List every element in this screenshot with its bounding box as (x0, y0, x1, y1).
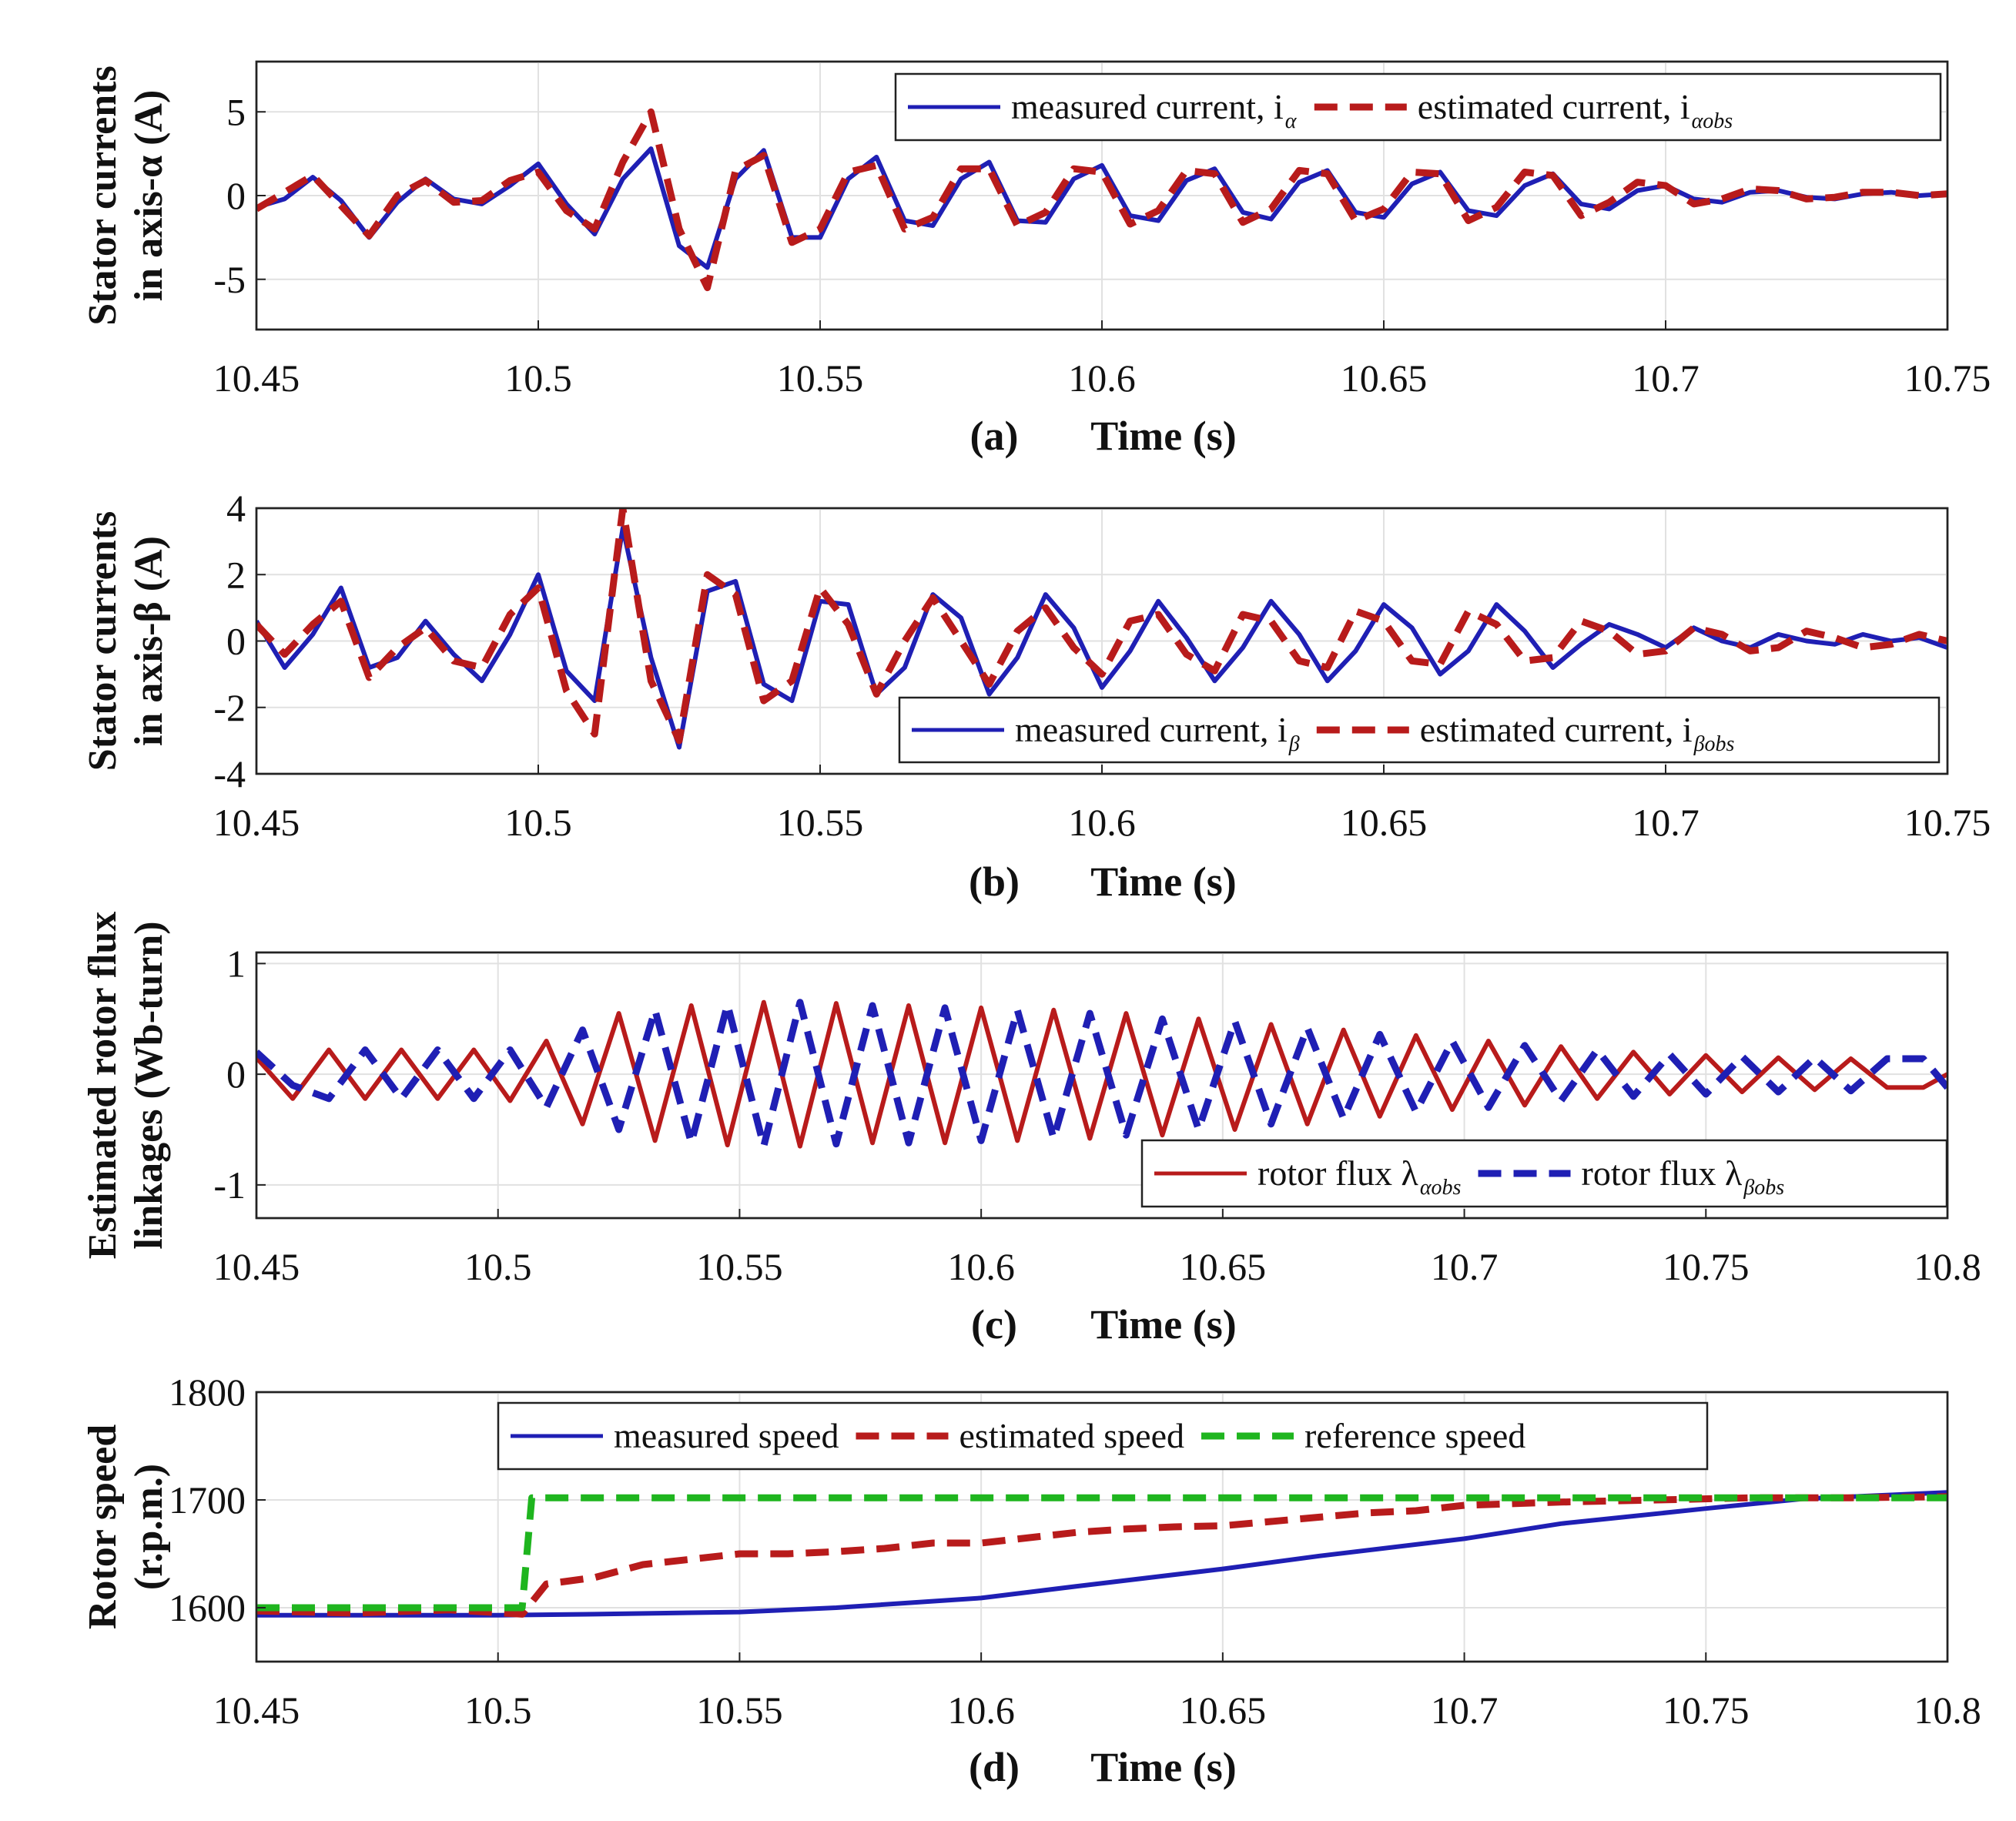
panel-label: (b) (969, 859, 1020, 905)
x-tick-label: 10.55 (696, 1689, 783, 1732)
x-tick-label: 10.5 (464, 1245, 532, 1288)
legend-box (497, 1401, 1709, 1471)
y-tick-label: 1600 (169, 1586, 246, 1629)
panel-label: (a) (970, 413, 1019, 459)
legend-label-3: reference speed (1304, 1416, 1525, 1455)
legend-label-2: estimated current, iβobs (1420, 710, 1735, 756)
legend: rotor flux λαobs rotor flux λβobs (1140, 1139, 1948, 1208)
series-line-1 (256, 525, 1947, 750)
panel-label: (d) (969, 1744, 1020, 1790)
y-axis-label: linkages (Wb-turn) (127, 921, 171, 1249)
x-tick-label: 10.65 (1341, 357, 1428, 400)
legend-label-1: measured speed (614, 1416, 839, 1455)
legend: measured current, iα estimated current, i… (894, 72, 1942, 142)
y-tick-label: 1800 (169, 1371, 246, 1414)
x-tick-label: 10.45 (213, 357, 300, 400)
legend-label-2: estimated current, iαobs (1418, 87, 1733, 133)
y-tick-label: 4 (226, 487, 246, 530)
series-line-2 (256, 1493, 1947, 1618)
legend-label-1: measured current, iα (1011, 87, 1298, 133)
chart-panel-a: 10.45 10.5 10.55 10.6 10.65 10.7 10.75 -5 0 5 Stat… (81, 60, 1991, 459)
series-line-3 (256, 1494, 1947, 1612)
y-tick-label: 2 (226, 553, 246, 596)
y-tick-label: -5 (213, 258, 246, 301)
x-axis-label: Time (s) (1090, 859, 1236, 905)
y-tick-label: 0 (226, 174, 246, 217)
legend-box (898, 696, 1941, 764)
legend-label-1: measured current, iβ (1015, 710, 1300, 756)
plot-border (255, 1391, 1949, 1663)
y-tick-label: 0 (226, 620, 246, 663)
y-tick-label: 1 (226, 942, 246, 985)
y-axis-label: Stator currents (81, 65, 125, 325)
x-tick-label: 10.7 (1632, 357, 1700, 400)
legend-label-2: estimated speed (959, 1416, 1185, 1455)
x-tick-label: 10.55 (777, 801, 864, 844)
chart-panel-d: 10.45 10.5 10.55 10.6 10.65 10.7 10.75 10.8 1600… (81, 1371, 1981, 1790)
y-tick-label: 1700 (169, 1478, 246, 1521)
x-tick-label: 10.55 (696, 1245, 783, 1288)
x-tick-label: 10.45 (213, 1245, 300, 1288)
x-tick-label: 10.75 (1663, 1245, 1750, 1288)
panel-label: (c) (971, 1301, 1017, 1347)
series-line-1 (256, 1490, 1947, 1618)
y-tick-label: -1 (213, 1163, 246, 1207)
y-axis-label: in axis-β (A) (127, 536, 171, 746)
y-tick-label: -2 (213, 686, 246, 729)
x-tick-label: 10.6 (947, 1245, 1015, 1288)
x-tick-label: 10.65 (1341, 801, 1428, 844)
y-axis-label: Stator currents (81, 511, 125, 771)
x-tick-label: 10.7 (1431, 1689, 1499, 1732)
legend: measured current, iβ estimated current, i… (898, 696, 1941, 764)
legend: measured speed estimated speed reference s… (497, 1401, 1709, 1471)
series-line-2 (256, 108, 1947, 292)
x-axis-label: Time (s) (1090, 1744, 1236, 1790)
x-tick-label: 10.5 (504, 801, 572, 844)
x-tick-label: 10.75 (1663, 1689, 1750, 1732)
legend-box (894, 72, 1942, 142)
legend-box (1140, 1139, 1948, 1208)
x-tick-label: 10.5 (464, 1689, 532, 1732)
legend-label-1: rotor flux λαobs (1257, 1153, 1462, 1200)
chart-panel-c: 10.45 10.5 10.55 10.6 10.65 10.7 10.75 10.8 -1 0 1… (81, 912, 1981, 1347)
x-tick-label: 10.65 (1180, 1245, 1267, 1288)
x-tick-label: 10.75 (1904, 357, 1991, 400)
y-axis-label: Estimated rotor flux (81, 912, 125, 1260)
x-axis-label: Time (s) (1090, 1301, 1236, 1347)
plot-border (255, 951, 1949, 1220)
y-axis-label: (r.p.m.) (127, 1464, 171, 1590)
x-tick-label: 10.55 (777, 357, 864, 400)
x-tick-label: 10.65 (1180, 1689, 1267, 1732)
series-line-2 (256, 508, 1947, 745)
y-tick-label: 0 (226, 1053, 246, 1096)
x-tick-label: 10.5 (504, 357, 572, 400)
x-tick-label: 10.75 (1904, 801, 1991, 844)
y-axis-label: Rotor speed (81, 1424, 125, 1629)
x-tick-label: 10.45 (213, 1689, 300, 1732)
x-tick-label: 10.45 (213, 801, 300, 844)
x-tick-label: 10.7 (1632, 801, 1700, 844)
x-tick-label: 10.6 (947, 1689, 1015, 1732)
series-line-2 (256, 999, 1947, 1150)
y-tick-label: -4 (213, 752, 246, 795)
x-tick-label: 10.7 (1431, 1245, 1499, 1288)
x-tick-label: 10.6 (1068, 357, 1136, 400)
x-axis-label: Time (s) (1090, 413, 1236, 459)
x-tick-label: 10.8 (1914, 1245, 1981, 1288)
y-axis-label: in axis-α (A) (127, 90, 171, 302)
chart-panel-b: 10.45 10.5 10.55 10.6 10.65 10.7 10.75 -4 -2 0 2 4 S… (81, 487, 1991, 905)
y-tick-label: 5 (226, 90, 246, 133)
x-tick-label: 10.6 (1068, 801, 1136, 844)
x-tick-label: 10.8 (1914, 1689, 1981, 1732)
